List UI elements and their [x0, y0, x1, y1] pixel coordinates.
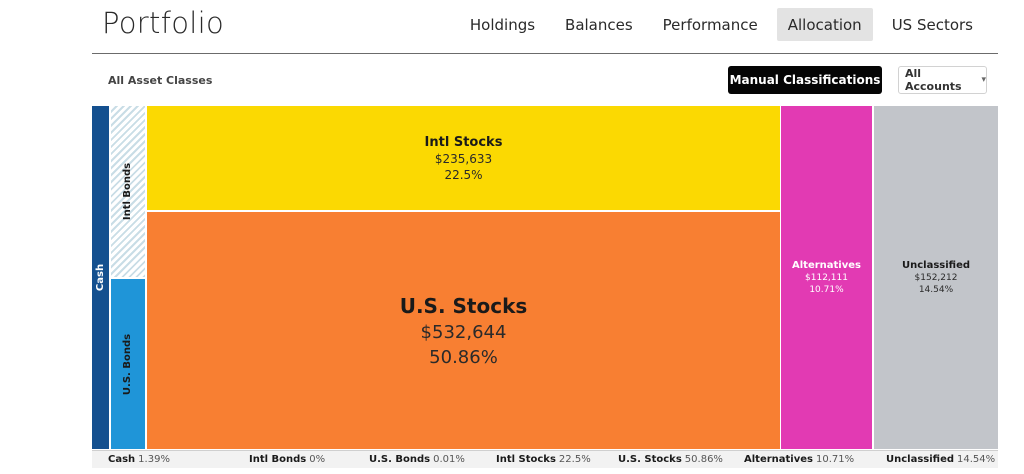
- cell-percent: 10.71%: [809, 285, 844, 295]
- allocation-legend: Cash 1.39% Intl Bonds 0% U.S. Bonds 0.01% I…: [92, 450, 998, 468]
- legend-percent: 14.54%: [957, 454, 996, 465]
- legend-percent: 22.5%: [558, 454, 591, 465]
- accounts-dropdown-value: All Accounts: [905, 67, 962, 93]
- manual-classifications-button[interactable]: Manual Classifications: [728, 66, 882, 94]
- cell-percent: 50.86%: [429, 346, 498, 368]
- legend-label: U.S. Bonds: [369, 454, 431, 465]
- legend-item-us-stocks: U.S. Stocks 50.86%: [618, 454, 723, 465]
- cell-value: $112,111: [805, 273, 848, 283]
- legend-label: Alternatives: [744, 454, 813, 465]
- tab-balances[interactable]: Balances: [565, 15, 633, 34]
- treemap-cell-intl-stocks[interactable]: Intl Stocks $235,633 22.5%: [147, 106, 780, 210]
- legend-label: Intl Stocks: [496, 454, 556, 465]
- legend-item-us-bonds: U.S. Bonds 0.01%: [369, 454, 465, 465]
- treemap-cell-us-bonds[interactable]: U.S. Bonds: [111, 279, 145, 449]
- legend-label: Cash: [108, 454, 136, 465]
- accounts-dropdown[interactable]: All Accounts ▾: [898, 66, 987, 94]
- treemap-cell-cash[interactable]: Cash: [92, 106, 109, 449]
- cell-value: $532,644: [420, 321, 507, 343]
- cell-label: U.S. Stocks: [399, 293, 528, 318]
- app-title: Portfolio: [102, 6, 224, 40]
- tab-allocation[interactable]: Allocation: [776, 8, 873, 41]
- legend-item-unclassified: Unclassified 14.54%: [886, 454, 995, 465]
- chevron-down-icon: ▾: [981, 75, 986, 85]
- cell-percent: 22.5%: [444, 167, 483, 182]
- allocation-toolbar: All Asset Classes Manual Classifications…: [92, 62, 998, 98]
- treemap-cell-us-stocks[interactable]: U.S. Stocks $532,644 50.86%: [147, 212, 780, 449]
- legend-percent: 0%: [309, 454, 326, 465]
- legend-percent: 1.39%: [138, 454, 170, 465]
- app-header: Portfolio Holdings Balances Performance …: [92, 0, 998, 54]
- tab-performance[interactable]: Performance: [662, 15, 758, 34]
- tab-us-sectors[interactable]: US Sectors: [891, 15, 973, 34]
- legend-item-cash: Cash 1.39%: [108, 454, 170, 465]
- cell-percent: 14.54%: [918, 285, 954, 295]
- legend-label: Unclassified: [886, 454, 955, 465]
- legend-percent: 0.01%: [433, 454, 465, 465]
- main-nav: Holdings Balances Performance Allocation…: [459, 8, 984, 41]
- tab-holdings[interactable]: Holdings: [469, 15, 536, 34]
- legend-item-intl-stocks: Intl Stocks 22.5%: [496, 454, 591, 465]
- treemap-cell-intl-bonds[interactable]: Intl Bonds: [111, 106, 145, 277]
- cell-value: $152,212: [914, 273, 958, 283]
- cell-value: $235,633: [434, 151, 493, 166]
- cell-label: Intl Bonds: [122, 162, 134, 221]
- legend-label: U.S. Stocks: [618, 454, 682, 465]
- cell-label: Unclassified: [901, 260, 971, 271]
- legend-percent: 50.86%: [684, 454, 723, 465]
- treemap-cell-unclassified[interactable]: Unclassified $152,212 14.54%: [874, 106, 998, 449]
- cell-label: U.S. Bonds: [122, 333, 134, 395]
- legend-percent: 10.71%: [816, 454, 855, 465]
- cell-label: Alternatives: [792, 260, 861, 271]
- asset-class-breadcrumb: All Asset Classes: [108, 74, 213, 87]
- legend-item-intl-bonds: Intl Bonds 0%: [249, 454, 325, 465]
- treemap-cell-alternatives[interactable]: Alternatives $112,111 10.71%: [781, 106, 872, 449]
- legend-item-alternatives: Alternatives 10.71%: [744, 454, 854, 465]
- cell-label: Intl Stocks: [424, 134, 503, 150]
- legend-label: Intl Bonds: [249, 454, 307, 465]
- allocation-treemap: Cash Intl Bonds U.S. Bonds Intl Stocks $…: [92, 106, 998, 449]
- cell-label: Cash: [95, 263, 107, 292]
